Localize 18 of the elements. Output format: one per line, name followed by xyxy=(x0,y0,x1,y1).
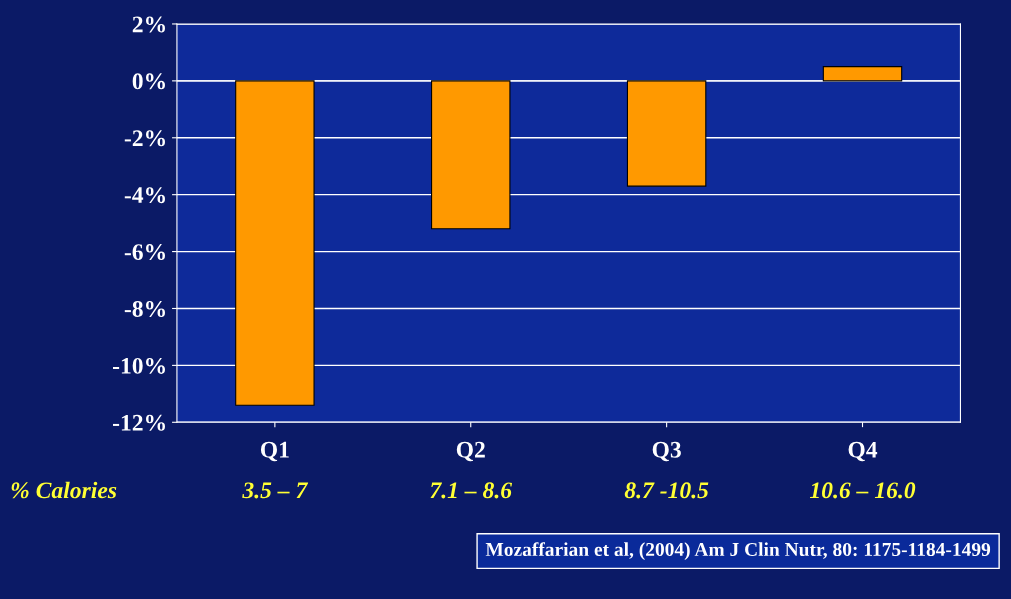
x-tick-label: Q3 xyxy=(652,441,681,462)
text: 8.7 -10.5 xyxy=(624,482,709,499)
x-tick-label: Q2 xyxy=(456,441,485,462)
y-tick-label: -10% xyxy=(112,357,165,374)
x-tick-label: Q1 xyxy=(260,441,289,462)
y-tick-label: -4% xyxy=(124,187,165,204)
text: 10.6 – 16.0 xyxy=(809,482,916,499)
text: 7.1 – 8.6 xyxy=(430,482,513,499)
y-tick-label: -8% xyxy=(124,300,165,317)
y-tick-label: -2% xyxy=(124,130,165,147)
y-tick-label: -12% xyxy=(112,414,165,431)
y-tick-label: 2% xyxy=(132,16,165,33)
text: Mozaffarian et al, (2004) Am J Clin Nutr, 80: 1175-1184-1499 xyxy=(485,542,991,560)
text: 3.5 – 7 xyxy=(242,482,309,499)
x-tick-label: Q4 xyxy=(848,441,878,462)
y-tick-label: -6% xyxy=(124,244,165,261)
y-tick-label: 0% xyxy=(132,73,165,90)
text: % Calories xyxy=(11,481,117,499)
